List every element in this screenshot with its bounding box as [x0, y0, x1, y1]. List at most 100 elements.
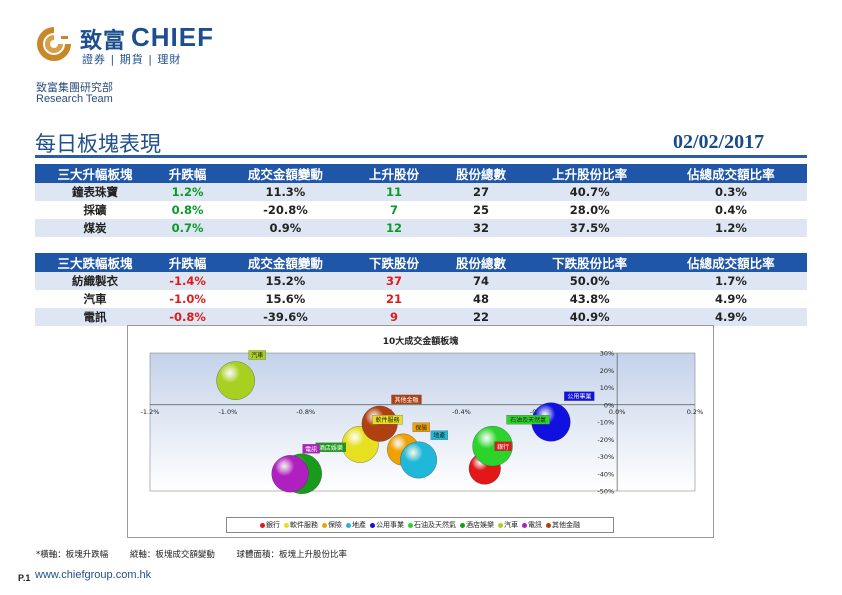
top-losers-table: 三大跌幅板塊 升跌幅 成交金額變動 下跌股份 股份總數 下跌股份比率 佔總成交額…	[35, 253, 807, 326]
legend-label: 軟件服務	[290, 521, 318, 529]
turnover-change-cell: -39.6%	[220, 308, 351, 326]
change-cell: 0.7%	[155, 219, 221, 237]
legend-item: 地產	[346, 520, 366, 530]
table-row: 鐘表珠寶 1.2% 11.3% 11 27 40.7% 0.3%	[35, 183, 807, 201]
y-tick-label: -40%	[597, 470, 614, 478]
total-count-cell: 25	[437, 201, 525, 219]
change-cell: -1.0%	[155, 290, 221, 308]
bubble-8	[216, 361, 255, 400]
column-header: 升跌幅	[155, 164, 221, 183]
website-link[interactable]: www.chiefgroup.com.hk	[35, 569, 152, 581]
table-row: 煤炭 0.7% 0.9% 12 32 37.5% 1.2%	[35, 219, 807, 237]
column-header: 成交金額變動	[220, 164, 351, 183]
sector-name: 汽車	[35, 290, 155, 308]
svg-text:其他金融: 其他金融	[394, 396, 418, 404]
y-tick-label: -30%	[597, 453, 614, 461]
svg-text:汽車: 汽車	[251, 351, 263, 359]
sector-name: 紡織製衣	[35, 272, 155, 290]
y-tick-label: -50%	[597, 488, 614, 496]
sector-name: 電訊	[35, 308, 155, 326]
chart-legend: 銀行 軟件服務 保險 地產 公用事業 石油及天然氣 酒店娛樂 汽車 電訊 其他金融	[226, 517, 614, 533]
svg-text:電訊: 電訊	[305, 445, 317, 453]
x-tick-label: 0.2%	[687, 408, 704, 416]
x-tick-label: -1.0%	[218, 408, 237, 416]
legend-item: 酒店娛樂	[460, 520, 494, 530]
y-tick-label: 10%	[600, 384, 614, 392]
x-tick-label: -0.8%	[296, 408, 315, 416]
svg-text:銀行: 銀行	[497, 443, 509, 451]
turnover-share-cell: 0.3%	[654, 183, 807, 201]
falling-count-cell: 21	[350, 290, 438, 308]
bubble-chart: 10大成交金額板塊 -1.2%-1.0%-0.8%-0.6%-0.4%-0.2%…	[127, 325, 714, 538]
legend-label: 石油及天然氣	[414, 521, 456, 529]
turnover-share-cell: 4.9%	[654, 290, 807, 308]
top-gainers-table: 三大升幅板塊 升跌幅 成交金額變動 上升股份 股份總數 上升股份比率 佔總成交額…	[35, 164, 807, 237]
bubble-label: 公用事業	[564, 391, 595, 401]
column-header: 佔總成交額比率	[654, 164, 807, 183]
legend-marker-icon	[322, 522, 327, 528]
change-cell: -1.4%	[155, 272, 221, 290]
svg-text:酒店娛樂: 酒店娛樂	[319, 444, 343, 452]
table-header-row: 三大跌幅板塊 升跌幅 成交金額變動 下跌股份 股份總數 下跌股份比率 佔總成交額…	[35, 253, 807, 272]
turnover-change-cell: -20.8%	[220, 201, 351, 219]
y-tick-label: -10%	[597, 419, 614, 427]
sector-name: 採礦	[35, 201, 155, 219]
total-count-cell: 48	[437, 290, 525, 308]
bubble-label: 其他金融	[391, 394, 422, 405]
legend-label: 保險	[328, 521, 342, 529]
logo-chinese-name: 致富	[80, 29, 127, 54]
rising-count-cell: 7	[350, 201, 438, 219]
turnover-change-cell: 15.6%	[220, 290, 351, 308]
rising-ratio-cell: 40.7%	[524, 183, 655, 201]
department-chinese: 致富集團研究部	[36, 81, 113, 94]
page-title: 每日板塊表現	[35, 132, 161, 156]
y-tick-label: 20%	[600, 367, 614, 375]
legend-item: 軟件服務	[284, 520, 318, 530]
turnover-change-cell: 11.3%	[220, 183, 351, 201]
title-divider	[35, 155, 807, 158]
column-header: 上升股份比率	[524, 164, 655, 183]
x-tick-label: 0.0%	[609, 408, 626, 416]
page-number: P.1	[18, 573, 31, 583]
turnover-share-cell: 0.4%	[654, 201, 807, 219]
legend-item: 銀行	[260, 520, 280, 530]
bubble-label: 電訊	[302, 444, 320, 454]
column-header: 升跌幅	[155, 253, 221, 272]
legend-marker-icon	[498, 522, 503, 528]
legend-marker-icon	[546, 522, 551, 528]
falling-ratio-cell: 43.8%	[524, 290, 655, 308]
sector-name: 煤炭	[35, 219, 155, 237]
legend-marker-icon	[346, 522, 351, 528]
legend-marker-icon	[284, 522, 289, 528]
legend-label: 汽車	[504, 521, 518, 529]
legend-marker-icon	[260, 522, 265, 528]
rising-ratio-cell: 37.5%	[524, 219, 655, 237]
change-cell: -0.8%	[155, 308, 221, 326]
legend-label: 公用事業	[376, 521, 404, 529]
svg-text:石油及天然氣: 石油及天然氣	[510, 416, 546, 424]
x-tick-label: -1.2%	[141, 408, 160, 416]
column-header: 三大跌幅板塊	[35, 253, 155, 272]
column-header: 三大升幅板塊	[35, 164, 155, 183]
bubble-label: 保險	[412, 422, 430, 432]
falling-count-cell: 37	[350, 272, 438, 290]
legend-marker-icon	[408, 522, 413, 528]
change-cell: 1.2%	[155, 183, 221, 201]
bubble-label: 軟件服務	[372, 415, 403, 425]
legend-item: 石油及天然氣	[408, 520, 456, 530]
y-tick-label: 30%	[600, 350, 614, 358]
legend-label: 電訊	[528, 521, 542, 529]
column-header: 股份總數	[437, 164, 525, 183]
column-header: 下跌股份	[350, 253, 438, 272]
column-header: 佔總成交額比率	[654, 253, 807, 272]
chart-title: 10大成交金額板塊	[382, 337, 459, 347]
column-header: 上升股份	[350, 164, 438, 183]
table-row: 電訊 -0.8% -39.6% 9 22 40.9% 4.9%	[35, 308, 807, 326]
table-row: 紡織製衣 -1.4% 15.2% 37 74 50.0% 1.7%	[35, 272, 807, 290]
bubble-label: 地產	[430, 430, 449, 440]
sector-name: 鐘表珠寶	[35, 183, 155, 201]
chief-logo-icon	[37, 27, 71, 61]
column-header: 成交金額變動	[220, 253, 351, 272]
svg-text:保險: 保險	[415, 424, 427, 432]
legend-marker-icon	[522, 522, 527, 528]
